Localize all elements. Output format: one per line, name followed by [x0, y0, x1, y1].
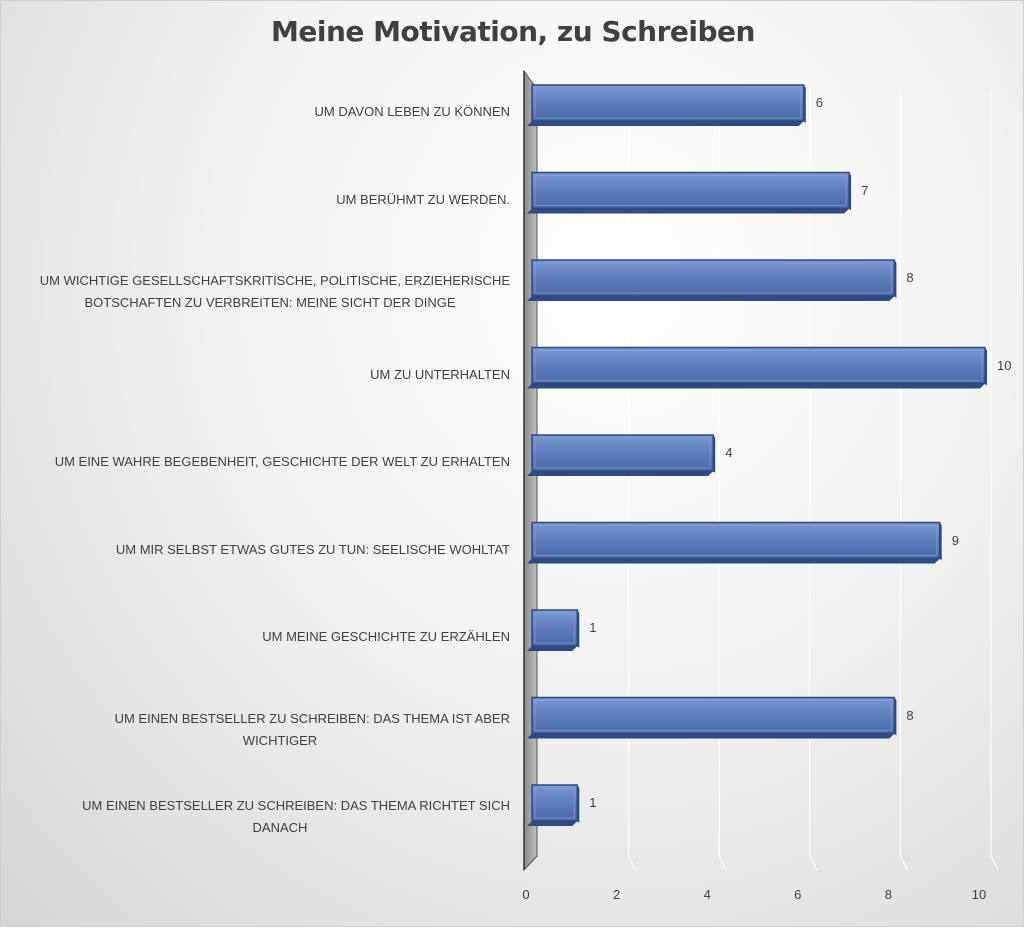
- bar: [527, 784, 580, 826]
- category-label: UM EINEN BESTSELLER ZU SCHREIBEN: DAS TH…: [114, 710, 510, 748]
- bar: [527, 434, 716, 476]
- bar: [527, 84, 806, 126]
- x-tick-label: 4: [703, 887, 711, 902]
- gridline: [899, 89, 908, 871]
- data-label: 4: [725, 445, 733, 460]
- category-label: UM EINEN BESTSELLER ZU SCHREIBEN: DAS TH…: [82, 798, 510, 835]
- gridline: [990, 89, 999, 871]
- data-label: 9: [951, 532, 959, 548]
- data-label: 7: [861, 182, 869, 198]
- data-label: 8: [906, 707, 914, 723]
- gridline: [809, 89, 818, 871]
- gridline: [628, 89, 637, 871]
- category-label: UM ZU UNTERHALTEN: [370, 366, 510, 382]
- x-tick-label: 0: [522, 887, 530, 902]
- category-label: UM BERÜHMT ZU WERDEN.: [336, 191, 510, 207]
- x-tick-label: 10: [971, 887, 987, 902]
- x-tick-label: 8: [884, 887, 892, 902]
- category-label: UM DAVON LEBEN ZU KÖNNEN: [314, 104, 510, 119]
- bar: [527, 259, 897, 301]
- category-label: UM MIR SELBST ETWAS GUTES ZU TUN: SEELIS…: [115, 541, 510, 557]
- bar: [527, 171, 852, 214]
- data-label: 1: [589, 620, 597, 635]
- bar: [527, 346, 987, 389]
- bar: [527, 696, 897, 739]
- data-label: 6: [815, 95, 824, 110]
- category-label: UM EINE WAHRE BEGEBENHEIT, GESCHICHTE DE…: [54, 454, 510, 469]
- chart-title: Meine Motivation, zu Schreiben: [271, 15, 755, 48]
- category-label: UM MEINE GESCHICHTE ZU ERZÄHLEN: [262, 629, 510, 644]
- data-label: 10: [997, 357, 1012, 373]
- category-label: UM WICHTIGE GESELLSCHAFTSKRITISCHE, POLI…: [39, 273, 510, 310]
- x-tick-label: 6: [794, 887, 802, 902]
- x-tick-label: 2: [612, 887, 621, 902]
- data-label: 8: [906, 270, 914, 285]
- data-label: 1: [589, 795, 597, 810]
- bar: [527, 609, 580, 651]
- bar: [527, 521, 942, 564]
- gridline: [718, 89, 727, 871]
